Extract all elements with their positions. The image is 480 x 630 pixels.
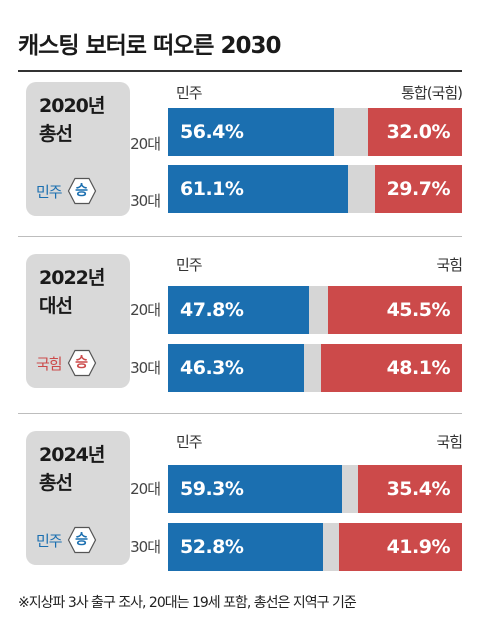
democratic-segment [168, 286, 309, 334]
footnote: ※지상파 3사 출구 조사, 20대는 19세 포함, 총선은 지역구 기준 [18, 595, 357, 611]
vote-bar: 52.8% 41.9% [168, 523, 462, 571]
event-card: 2022년 대선 국힘 승 [26, 254, 130, 388]
left-party-label: 민주 [176, 256, 203, 274]
opponent-segment [338, 523, 462, 571]
event-year: 2024년 [39, 444, 105, 466]
age-label-20s: 20대 [130, 480, 161, 498]
event-card: 2020년 총선 민주 승 [26, 82, 130, 216]
winner-badge: 민주 승 [36, 525, 97, 555]
win-mark: 승 [75, 532, 89, 548]
panel-divider [18, 413, 462, 414]
democratic-segment [168, 344, 305, 392]
chart-title: 캐스팅 보터로 떠오른 2030 [18, 33, 281, 59]
event-label: 2022년 대선 [39, 264, 129, 320]
age-label-30s: 30대 [130, 538, 161, 556]
opponent-value: 45.5% [386, 299, 451, 321]
democratic-value: 59.3% [180, 478, 244, 500]
winner-party: 민주 [36, 182, 63, 201]
opponent-value: 41.9% [386, 536, 451, 558]
win-hexagon-icon: 승 [67, 177, 97, 205]
right-party-label: 국힘 [436, 433, 463, 451]
opponent-segment [328, 286, 462, 334]
event-type: 대선 [39, 295, 73, 317]
event-type: 총선 [39, 472, 73, 494]
age-label-30s: 30대 [130, 359, 161, 377]
opponent-segment [367, 108, 462, 156]
opponent-value: 35.4% [386, 478, 451, 500]
event-label: 2020년 총선 [39, 92, 129, 148]
opponent-segment [374, 165, 462, 213]
opponent-value: 32.0% [386, 121, 451, 143]
event-year: 2020년 [39, 95, 105, 117]
opponent-value: 29.7% [386, 178, 451, 200]
age-label-20s: 20대 [130, 135, 161, 153]
democratic-segment [168, 165, 348, 213]
winner-badge: 국힘 승 [36, 348, 97, 378]
left-party-label: 민주 [176, 433, 203, 451]
right-party-label: 통합(국힘) [401, 84, 463, 102]
opponent-segment [320, 344, 462, 392]
win-hexagon-icon: 승 [67, 349, 97, 377]
winner-party: 민주 [36, 531, 63, 550]
vote-bar: 61.1% 29.7% [168, 165, 462, 213]
democratic-segment [168, 523, 324, 571]
democratic-segment [168, 108, 334, 156]
left-party-label: 민주 [176, 84, 203, 102]
event-card: 2024년 총선 민주 승 [26, 431, 130, 565]
win-mark: 승 [75, 355, 89, 371]
democratic-value: 47.8% [180, 299, 244, 321]
panel-divider [18, 236, 462, 237]
winner-party: 국힘 [36, 354, 63, 373]
top-rule [18, 70, 462, 72]
opponent-segment [357, 465, 462, 513]
opponent-value: 48.1% [386, 357, 451, 379]
right-party-label: 국힘 [436, 256, 463, 274]
democratic-segment [168, 465, 343, 513]
vote-bar: 59.3% 35.4% [168, 465, 462, 513]
vote-bar: 46.3% 48.1% [168, 344, 462, 392]
win-mark: 승 [75, 183, 89, 199]
democratic-value: 46.3% [180, 357, 244, 379]
win-hexagon-icon: 승 [67, 526, 97, 554]
event-type: 총선 [39, 123, 73, 145]
democratic-value: 52.8% [180, 536, 244, 558]
vote-bar: 56.4% 32.0% [168, 108, 462, 156]
age-label-20s: 20대 [130, 301, 161, 319]
democratic-value: 61.1% [180, 178, 244, 200]
democratic-value: 56.4% [180, 121, 244, 143]
event-label: 2024년 총선 [39, 441, 129, 497]
vote-bar: 47.8% 45.5% [168, 286, 462, 334]
winner-badge: 민주 승 [36, 176, 97, 206]
age-label-30s: 30대 [130, 192, 161, 210]
event-year: 2022년 [39, 267, 105, 289]
